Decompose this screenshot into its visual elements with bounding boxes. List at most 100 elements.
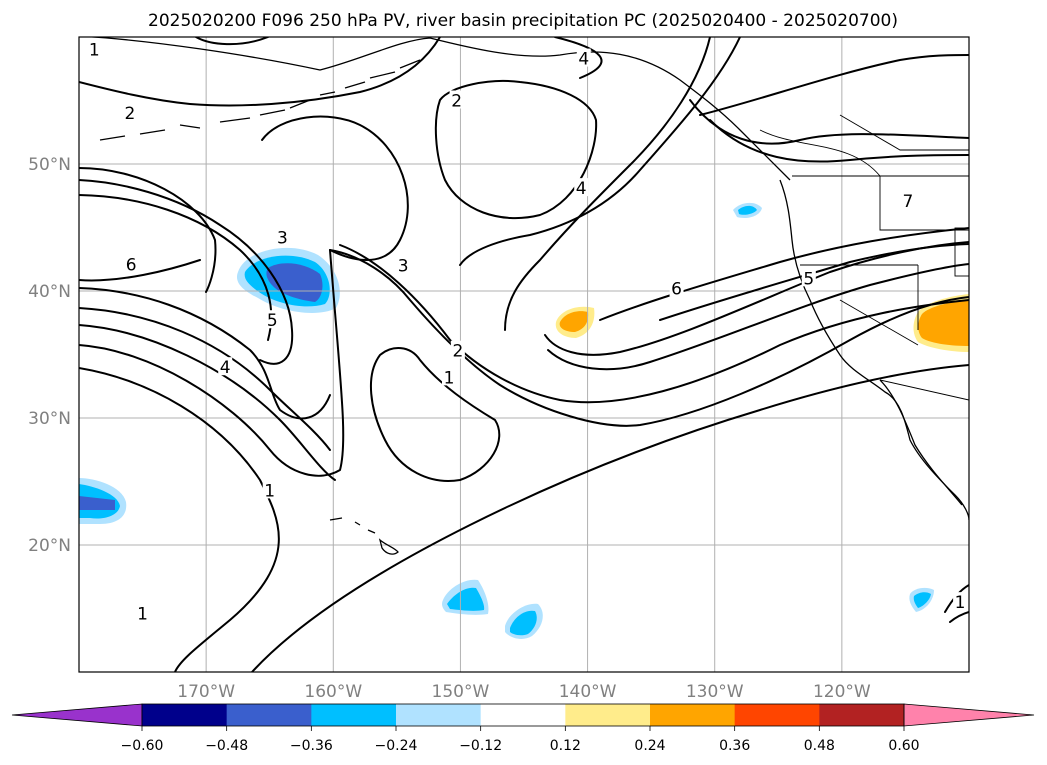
precip-blob-south-2-core xyxy=(510,610,537,636)
contour-labels: 1 2 4 2 4 7 3 3 6 6 5 5 2 4 1 1 1 1 xyxy=(87,39,968,625)
pv-contour-1-se-b xyxy=(949,611,969,623)
pv-contour-2-north xyxy=(79,37,441,107)
contour-label-bg xyxy=(801,268,816,287)
precip-blob-south-1-core xyxy=(447,587,485,611)
colorbar-tick-label: −0.24 xyxy=(375,738,418,754)
pv-contour-label: 4 xyxy=(578,50,589,70)
contour-label-bg xyxy=(265,310,280,329)
colorbar-tick-label: 0.48 xyxy=(804,738,835,754)
contour-label-bg xyxy=(218,357,233,376)
colorbar: −0.60 −0.48 −0.36 −0.24 −0.12 0.12 0.24 0.36 0.4… xyxy=(11,703,1035,754)
contour-label-bg xyxy=(275,227,290,246)
map-area xyxy=(79,37,969,672)
us-state-borders xyxy=(800,176,969,401)
canada-coast-region xyxy=(759,114,969,177)
colorbar-segment xyxy=(650,704,736,726)
map-title: 2025020200 F096 250 hPa PV, river basin … xyxy=(148,11,898,31)
lon-tick-label: 130°W xyxy=(686,682,744,702)
colorbar-segment xyxy=(142,704,228,726)
contour-label-bg xyxy=(953,592,968,611)
lon-tick-label: 120°W xyxy=(813,682,871,702)
precip-pos-blob-california-core xyxy=(918,300,969,346)
pv-contour-label: 1 xyxy=(955,593,966,613)
pv-contour-7-mid xyxy=(547,263,969,371)
coastlines xyxy=(84,37,969,555)
pv-contour-5-mid xyxy=(504,37,711,331)
contour-label-bg xyxy=(669,278,684,297)
pv-contour-4-ridge xyxy=(79,179,294,365)
longitude-labels: 170°W 160°W 150°W 140°W 130°W 120°W xyxy=(177,682,871,702)
latitude-labels: 50°N 40°N 30°N 20°N xyxy=(28,155,71,556)
pv-contour-a3 xyxy=(79,307,331,451)
contour-label-bg xyxy=(450,340,465,359)
precip-pos-blob-pacific-core xyxy=(559,311,589,332)
pv-contour-2-ring xyxy=(434,79,598,220)
contour-label-bg xyxy=(449,90,464,109)
lon-tick-label: 160°W xyxy=(304,682,362,702)
pv-contour-label: 6 xyxy=(671,279,682,299)
pv-contour-label: 4 xyxy=(220,358,231,378)
colorbar-tick-label: 0.60 xyxy=(888,738,919,754)
gridlines xyxy=(79,37,969,672)
colorbar-tick-label: −0.12 xyxy=(459,738,502,754)
colorbar-segment xyxy=(226,704,312,726)
pv-contour-label: 6 xyxy=(126,255,137,275)
contour-label-bg xyxy=(574,178,589,197)
contour-label-bg xyxy=(900,190,915,209)
lon-tick-label: 170°W xyxy=(177,682,235,702)
pv-contours xyxy=(79,37,969,672)
lat-tick-label: 40°N xyxy=(28,282,71,302)
pv-contour-1-north xyxy=(195,37,269,46)
colorbar-segment xyxy=(819,704,905,726)
colorbar-segment xyxy=(480,704,566,726)
pv-contour-a6 xyxy=(79,367,280,672)
colorbar-extend-max xyxy=(903,703,1035,727)
contour-label-bg xyxy=(396,255,411,274)
baja-peninsula xyxy=(879,379,963,506)
pv-contour-7-north-b xyxy=(709,119,969,163)
precip-blob-baja-core xyxy=(913,592,931,608)
pv-contour-6-ridge xyxy=(79,167,217,293)
contour-label-bg xyxy=(576,48,591,67)
pv-contour-label: 1 xyxy=(264,481,275,501)
precip-blob-central-pacific-strong xyxy=(266,263,323,302)
pv-contour-5-ridge xyxy=(79,194,273,341)
hawaiian-islands xyxy=(329,517,399,555)
pv-contour-label: 3 xyxy=(277,229,288,249)
pv-contour-label: 1 xyxy=(137,605,148,625)
lat-tick-label: 20°N xyxy=(28,536,71,556)
pv-contour-n-cap xyxy=(699,54,969,116)
colorbar-extend-min xyxy=(11,703,143,727)
colorbar-segment xyxy=(396,704,482,726)
pv-contour-label: 5 xyxy=(803,269,814,289)
precip-blob-west-edge-strong xyxy=(79,496,115,510)
pv-contour-label: 2 xyxy=(451,92,462,112)
pv-contour-3-loop xyxy=(261,115,409,261)
pv-contour-label: 3 xyxy=(398,257,409,277)
pv-contour-a1 xyxy=(79,259,201,282)
colorbar-tick-label: −0.48 xyxy=(205,738,248,754)
pv-contour-a2 xyxy=(79,287,331,420)
colorbar-tick-label: −0.36 xyxy=(290,738,333,754)
colorbar-tick-label: 0.24 xyxy=(634,738,665,754)
pv-contour-4-north xyxy=(554,37,603,79)
political-borders xyxy=(759,114,969,401)
lat-tick-label: 30°N xyxy=(28,409,71,429)
lon-tick-label: 140°W xyxy=(559,682,617,702)
colorbar-segment xyxy=(311,704,397,726)
colorbar-frame xyxy=(141,703,905,727)
contour-label-bg xyxy=(87,39,102,58)
aleutian-islands xyxy=(99,59,421,141)
pv-contour-a5 xyxy=(79,249,345,477)
contour-label-bg xyxy=(262,480,277,499)
pv-contour-label: 7 xyxy=(903,192,914,212)
map-frame xyxy=(78,36,970,673)
pv-contour-3-mid xyxy=(329,249,969,427)
colorbar-tick-label: −0.60 xyxy=(121,738,164,754)
colorbar-tick-label: 0.36 xyxy=(719,738,750,754)
contour-label-bg xyxy=(441,367,456,386)
colorbar-segment xyxy=(565,704,651,726)
pv-contour-2-mid xyxy=(339,244,969,404)
colorbar-tick-label: 0.12 xyxy=(550,738,581,754)
